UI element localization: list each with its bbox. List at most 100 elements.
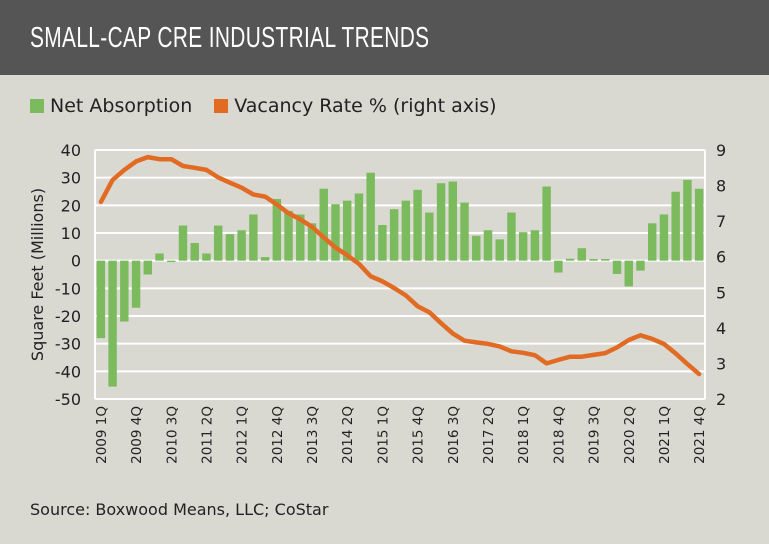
bar-net-absorption (495, 239, 504, 261)
bar-net-absorption (483, 230, 493, 261)
x-tick-label: 2012 1Q (235, 406, 251, 464)
legend-label: Vacancy Rate % (right axis) (234, 95, 497, 117)
bar-net-absorption (389, 209, 399, 261)
y-right-tick-label: 2 (716, 390, 726, 409)
x-tick-label: 2009 1Q (94, 406, 110, 464)
bar-net-absorption (213, 225, 223, 261)
bar-net-absorption (565, 258, 575, 261)
bar-net-absorption (554, 260, 563, 273)
bar-net-absorption (413, 189, 422, 261)
y-right-tick-label: 5 (716, 283, 726, 302)
y-right-tick-label: 4 (716, 319, 726, 338)
bar-net-absorption (143, 260, 153, 275)
bar-net-absorption (401, 200, 411, 261)
bar-net-absorption (155, 253, 164, 261)
x-tick-label: 2015 4Q (411, 406, 427, 464)
y-tick-label: -30 (55, 335, 81, 354)
legend: Net Absorption Vacancy Rate % (right axi… (30, 95, 519, 117)
bar-net-absorption (366, 172, 375, 261)
x-tick-label: 2015 1Q (375, 406, 391, 464)
y-tick-label: 30 (61, 169, 81, 188)
bar-net-absorption (577, 248, 587, 261)
bar-net-absorption (237, 230, 246, 261)
bar-net-absorption (354, 193, 364, 261)
y-tick-label: 40 (61, 141, 81, 160)
y-right-tick-label: 3 (716, 354, 726, 373)
y-tick-label: -20 (55, 307, 81, 326)
x-tick-label: 2019 3Q (587, 406, 603, 464)
bar-net-absorption (260, 257, 270, 261)
bar-net-absorption (272, 198, 282, 261)
bar-net-absorption (96, 260, 106, 339)
x-tick-label: 2020 2Q (622, 406, 638, 464)
bar-net-absorption (225, 234, 235, 261)
line-vacancy-rate (98, 154, 702, 377)
x-tick-label: 2018 4Q (551, 406, 567, 464)
bar-net-absorption (683, 179, 692, 261)
legend-label: Net Absorption (50, 95, 193, 117)
y-right-tick-label: 6 (716, 248, 726, 267)
y-right-tick-label: 8 (716, 177, 726, 196)
y-tick-label: 10 (61, 224, 81, 243)
y-tick-label: -10 (55, 279, 81, 298)
bar-net-absorption (249, 214, 258, 261)
bar-net-absorption (331, 204, 340, 261)
x-tick-label: 2009 4Q (129, 406, 145, 464)
bar-net-absorption (694, 188, 704, 261)
legend-swatch-orange (214, 99, 229, 113)
y-tick-label: -40 (55, 362, 81, 381)
x-tick-label: 2010 3Q (164, 406, 180, 464)
bar-net-absorption (671, 191, 680, 261)
bar-net-absorption (612, 260, 622, 274)
x-tick-label: 2018 1Q (516, 406, 532, 464)
bar-net-absorption (425, 212, 434, 261)
bar-net-absorption (378, 224, 387, 261)
legend-item-vacancy-rate: Vacancy Rate % (right axis) (214, 95, 497, 117)
source-note: Source: Boxwood Means, LLC; CoStar (30, 500, 329, 519)
bar-net-absorption (518, 232, 528, 261)
bar-net-absorption (472, 235, 481, 261)
x-tick-label: 2016 3Q (446, 406, 462, 464)
header-bar: SMALL-CAP CRE INDUSTRIAL TRENDS (0, 0, 769, 75)
bar-net-absorption (659, 214, 669, 261)
bar-net-absorption (178, 225, 188, 261)
bar-net-absorption (307, 223, 317, 261)
bar-net-absorption (190, 242, 199, 261)
bar-net-absorption (202, 253, 211, 261)
bar-net-absorption (601, 259, 610, 261)
bar-net-absorption (436, 183, 446, 261)
bar-net-absorption (284, 210, 293, 261)
y-tick-label: 0 (71, 252, 81, 271)
bar-net-absorption (296, 214, 305, 261)
bar-net-absorption (647, 223, 657, 261)
bar-net-absorption (542, 186, 551, 261)
bar-net-absorption (636, 260, 645, 271)
x-tick-label: 2021 4Q (692, 406, 708, 464)
bar-net-absorption (167, 260, 176, 263)
bar-net-absorption (108, 260, 117, 387)
chart-title: SMALL-CAP CRE INDUSTRIAL TRENDS (30, 22, 430, 54)
bar-net-absorption (624, 260, 633, 287)
y-tick-label: -50 (55, 390, 81, 409)
y-right-tick-label: 9 (716, 141, 726, 160)
x-tick-label: 2017 2Q (481, 406, 497, 464)
bar-net-absorption (589, 259, 598, 261)
x-tick-label: 2021 1Q (657, 406, 673, 464)
bar-net-absorption (319, 188, 328, 261)
bar-net-absorption (120, 260, 129, 322)
bar-net-absorption (448, 181, 458, 261)
y-tick-label: 20 (61, 196, 81, 215)
bar-net-absorption (507, 212, 516, 261)
x-tick-label: 2014 2Q (340, 406, 356, 464)
x-tick-label: 2013 3Q (305, 406, 321, 464)
bar-net-absorption (530, 230, 540, 261)
legend-swatch-green (30, 99, 44, 113)
x-tick-label: 2012 4Q (270, 406, 286, 464)
bar-net-absorption (460, 202, 469, 261)
bar-net-absorption (342, 200, 352, 261)
bar-net-absorption (131, 260, 141, 308)
x-tick-label: 2011 2Q (199, 406, 215, 464)
y-right-tick-label: 7 (716, 212, 726, 231)
legend-item-net-absorption: Net Absorption (30, 95, 192, 117)
